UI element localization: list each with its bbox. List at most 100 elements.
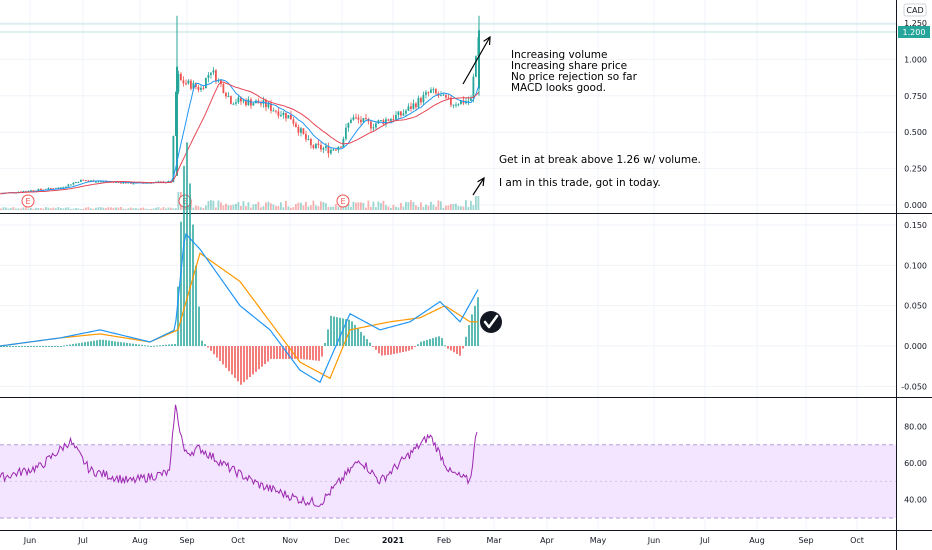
candle-body <box>70 184 72 186</box>
candle-body <box>300 128 302 133</box>
time-axis-label: Oct <box>231 536 245 545</box>
macd-histogram-bar <box>345 319 347 346</box>
volume-bar <box>75 208 77 210</box>
volume-bar <box>292 207 295 210</box>
volume-bar <box>287 206 290 210</box>
macd-histogram-bar <box>441 338 443 346</box>
macd-histogram-bar <box>42 346 44 347</box>
candle-body <box>60 187 62 189</box>
macd-histogram-bar <box>213 346 215 355</box>
volume-bar <box>377 201 380 210</box>
macd-histogram-bar <box>369 342 371 346</box>
macd-histogram-bar <box>51 346 53 347</box>
volume-bar <box>165 208 167 210</box>
macd-histogram-bar <box>264 346 266 365</box>
candle-body <box>95 181 97 183</box>
currency-label: CAD <box>906 6 923 15</box>
macd-histogram-bar <box>303 346 305 360</box>
macd-histogram-bar <box>363 335 365 346</box>
volume-bar <box>42 208 45 210</box>
macd-histogram-bar <box>414 346 416 347</box>
candle-body <box>412 103 415 109</box>
volume-bar <box>275 206 277 210</box>
macd-histogram-bar <box>72 344 74 346</box>
volume-bar <box>367 200 370 210</box>
volume-bar <box>272 204 275 210</box>
candle-body <box>67 184 70 187</box>
volume-bar <box>120 207 122 210</box>
volume-bar <box>345 203 347 210</box>
candle-body <box>478 30 480 89</box>
macd-histogram-bar <box>21 346 23 347</box>
volume-bar <box>215 207 217 210</box>
volume-bar <box>45 207 47 210</box>
volume-bar <box>317 206 320 210</box>
candle-body <box>30 190 32 192</box>
annotation-note: MACD looks good. <box>511 82 606 94</box>
macd-histogram-bar <box>183 165 185 346</box>
price-axis-label: 0.250 <box>904 165 927 174</box>
volume-bar <box>57 207 60 210</box>
volume-bar <box>435 206 437 210</box>
volume-bar <box>407 202 410 210</box>
volume-bar <box>472 205 475 210</box>
time-axis-label: Jul <box>699 536 710 545</box>
macd-histogram-bar <box>108 340 110 346</box>
price-axis-label: 1.000 <box>904 55 927 64</box>
candle-body <box>40 188 42 190</box>
candle-body <box>247 99 250 106</box>
macd-histogram-bar <box>381 346 383 356</box>
candle-body <box>432 89 435 91</box>
volume-bar <box>127 208 130 210</box>
volume-bar <box>255 204 257 210</box>
annotation-arrow <box>462 37 490 85</box>
candle-body <box>195 83 197 88</box>
volume-bar <box>210 200 212 210</box>
macd-histogram-bar <box>57 346 59 347</box>
macd-histogram-bar <box>276 346 278 359</box>
candle-body <box>190 80 192 89</box>
candle-body <box>97 181 100 183</box>
macd-histogram-bar <box>186 142 188 346</box>
macd-histogram-bar <box>132 343 134 346</box>
candle-body <box>125 182 127 184</box>
macd-histogram-bar <box>285 346 287 359</box>
candle-body <box>375 123 377 128</box>
macd-histogram-bar <box>27 346 29 347</box>
volume-bar <box>67 207 70 210</box>
volume-bar <box>145 208 147 210</box>
macd-histogram-bar <box>375 346 377 350</box>
volume-bar <box>92 208 95 210</box>
volume-bar <box>135 208 137 210</box>
volume-bar <box>132 208 135 210</box>
candle-body <box>447 97 450 99</box>
macd-histogram-bar <box>372 346 374 347</box>
candle-body <box>285 112 287 119</box>
macd-histogram-bar <box>306 346 308 360</box>
macd-histogram-bar <box>471 314 473 346</box>
candle-body <box>357 117 360 120</box>
macd-histogram-bar <box>225 346 227 368</box>
candle-body <box>335 149 337 151</box>
macd-histogram-bar <box>321 346 323 357</box>
candle-body <box>292 119 295 124</box>
volume-bar <box>5 207 7 210</box>
volume-bar <box>117 207 120 210</box>
macd-histogram-bar <box>63 345 65 347</box>
candle-body <box>177 73 180 92</box>
candle-body <box>222 84 225 93</box>
macd-histogram-bar <box>33 346 35 347</box>
candle-body <box>455 104 457 106</box>
macd-histogram-bar <box>366 339 368 346</box>
candle-body <box>405 110 407 114</box>
macd-histogram-bar <box>0 346 2 347</box>
volume-bar <box>467 207 470 210</box>
volume-bar <box>277 206 280 210</box>
macd-histogram-bar <box>228 346 230 372</box>
volume-bar <box>87 207 90 210</box>
volume-bar <box>302 205 305 210</box>
candle-body <box>240 97 242 102</box>
macd-histogram-bar <box>297 346 299 359</box>
volume-bar <box>245 206 247 210</box>
